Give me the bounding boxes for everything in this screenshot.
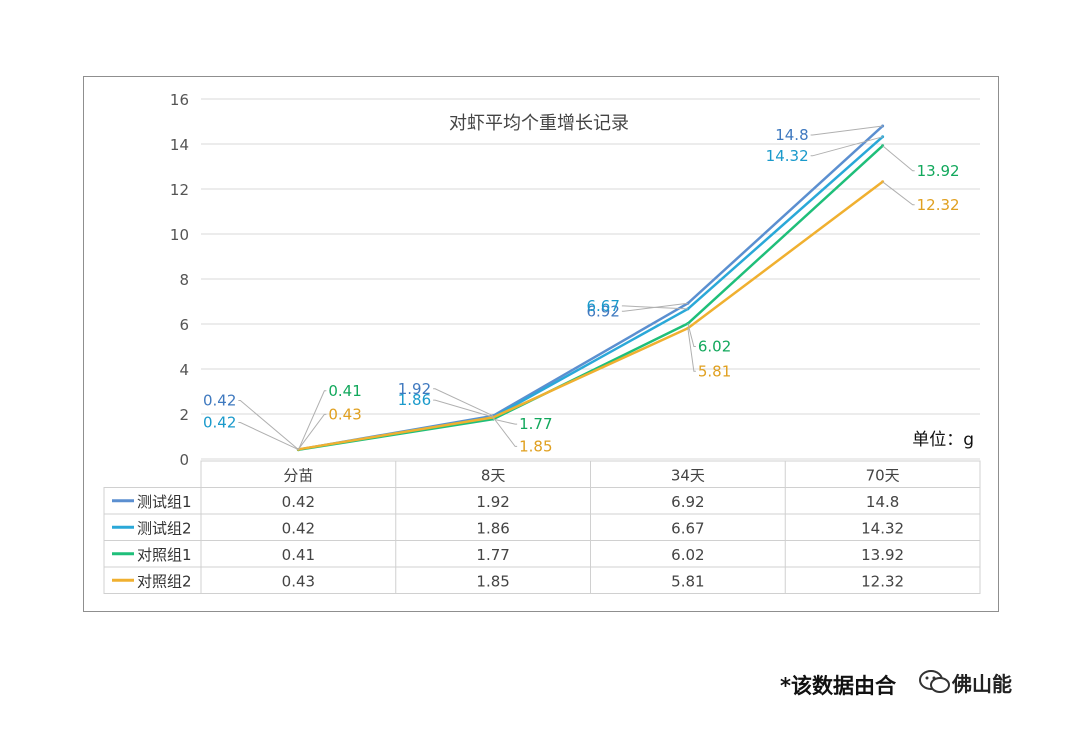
table-cell: 0.42: [282, 519, 315, 537]
table-cell: 0.43: [282, 572, 315, 590]
table-cell: 0.42: [282, 493, 315, 511]
legend-label: 测试组2: [137, 519, 192, 537]
table-header: 分苗: [283, 466, 313, 484]
table-cell: 12.32: [861, 572, 904, 590]
label-leader-line: [433, 388, 494, 417]
table-header: 8天: [481, 466, 506, 484]
label-leader-line: [882, 145, 915, 172]
data-label: 1.86: [398, 391, 431, 409]
series-line: [298, 180, 884, 451]
legend-label: 对照组2: [137, 572, 192, 590]
y-tick-label: 4: [179, 361, 189, 379]
data-label: 1.85: [519, 437, 552, 455]
table-cell: 13.92: [861, 546, 904, 564]
label-leader-line: [297, 413, 327, 450]
label-leader-line: [492, 417, 518, 447]
label-leader-line: [238, 400, 299, 450]
wechat-icon: [919, 670, 950, 693]
table-cell: 1.77: [476, 546, 509, 564]
data-label: 6.02: [698, 338, 731, 356]
unit-label: 单位：g: [912, 430, 974, 450]
data-label: 14.32: [766, 147, 809, 165]
table-cell: 1.85: [476, 572, 509, 590]
watermark-text: 佛山能: [952, 671, 1012, 696]
label-leader-line: [810, 125, 883, 136]
table-header: 34天: [671, 466, 705, 484]
y-tick-label: 6: [179, 316, 189, 334]
table-cell: 1.86: [476, 519, 509, 537]
y-tick-label: 16: [170, 91, 189, 109]
label-leader-line: [621, 302, 688, 312]
data-label: 6.92: [586, 302, 619, 320]
table-cell: 6.67: [671, 519, 704, 537]
chart-title: 对虾平均个重增长记录: [449, 113, 629, 134]
y-tick-label: 10: [170, 226, 189, 244]
label-leader-line: [238, 422, 299, 451]
legend-label: 测试组1: [137, 493, 192, 511]
table-cell: 14.32: [861, 519, 904, 537]
legend-label: 对照组1: [137, 546, 192, 564]
label-leader-line: [297, 390, 327, 450]
table-cell: 1.92: [476, 493, 509, 511]
data-label: 1.77: [519, 415, 552, 433]
data-label: 0.43: [328, 405, 361, 423]
label-leader-line: [687, 323, 696, 348]
table-cell: 6.92: [671, 493, 704, 511]
label-leader-line: [493, 418, 518, 425]
data-label: 6.67: [586, 297, 619, 315]
chart-frame: 0 2 4 6 8 10 12 14 16 对虾平均个重增长记录单位：g 分苗 8天 34天 70天测试组…: [83, 76, 999, 612]
data-label: 12.32: [917, 196, 960, 214]
y-tick-label: 12: [170, 181, 189, 199]
y-tick-label: 0: [179, 451, 189, 469]
table-cell: 5.81: [671, 572, 704, 590]
label-leader-line: [433, 399, 494, 418]
footnote: *该数据由合: [780, 670, 896, 700]
table-cell: 6.02: [671, 546, 704, 564]
series-line: [298, 135, 884, 451]
table-header: 70天: [866, 466, 900, 484]
footnote-text: *该数据由合: [780, 674, 896, 698]
watermark: 佛山能: [918, 666, 1048, 698]
data-label: 14.8: [775, 126, 808, 144]
label-leader-line: [687, 328, 696, 372]
data-point: [686, 301, 690, 305]
label-leader-line: [882, 181, 915, 206]
label-leader-line: [810, 136, 883, 157]
y-tick-label: 14: [170, 136, 189, 154]
data-label: 5.81: [698, 362, 731, 380]
data-point: [686, 322, 690, 326]
data-label: 1.92: [398, 380, 431, 398]
data-label: 0.42: [203, 392, 236, 410]
y-tick-label: 8: [179, 271, 189, 289]
data-label: 0.42: [203, 414, 236, 432]
table-cell: 14.8: [866, 493, 899, 511]
label-leader-line: [621, 305, 688, 310]
y-tick-label: 2: [179, 406, 189, 424]
table-cell: 0.41: [282, 546, 315, 564]
data-label: 13.92: [917, 162, 960, 180]
series-line: [298, 125, 884, 451]
data-label: 0.41: [328, 382, 361, 400]
